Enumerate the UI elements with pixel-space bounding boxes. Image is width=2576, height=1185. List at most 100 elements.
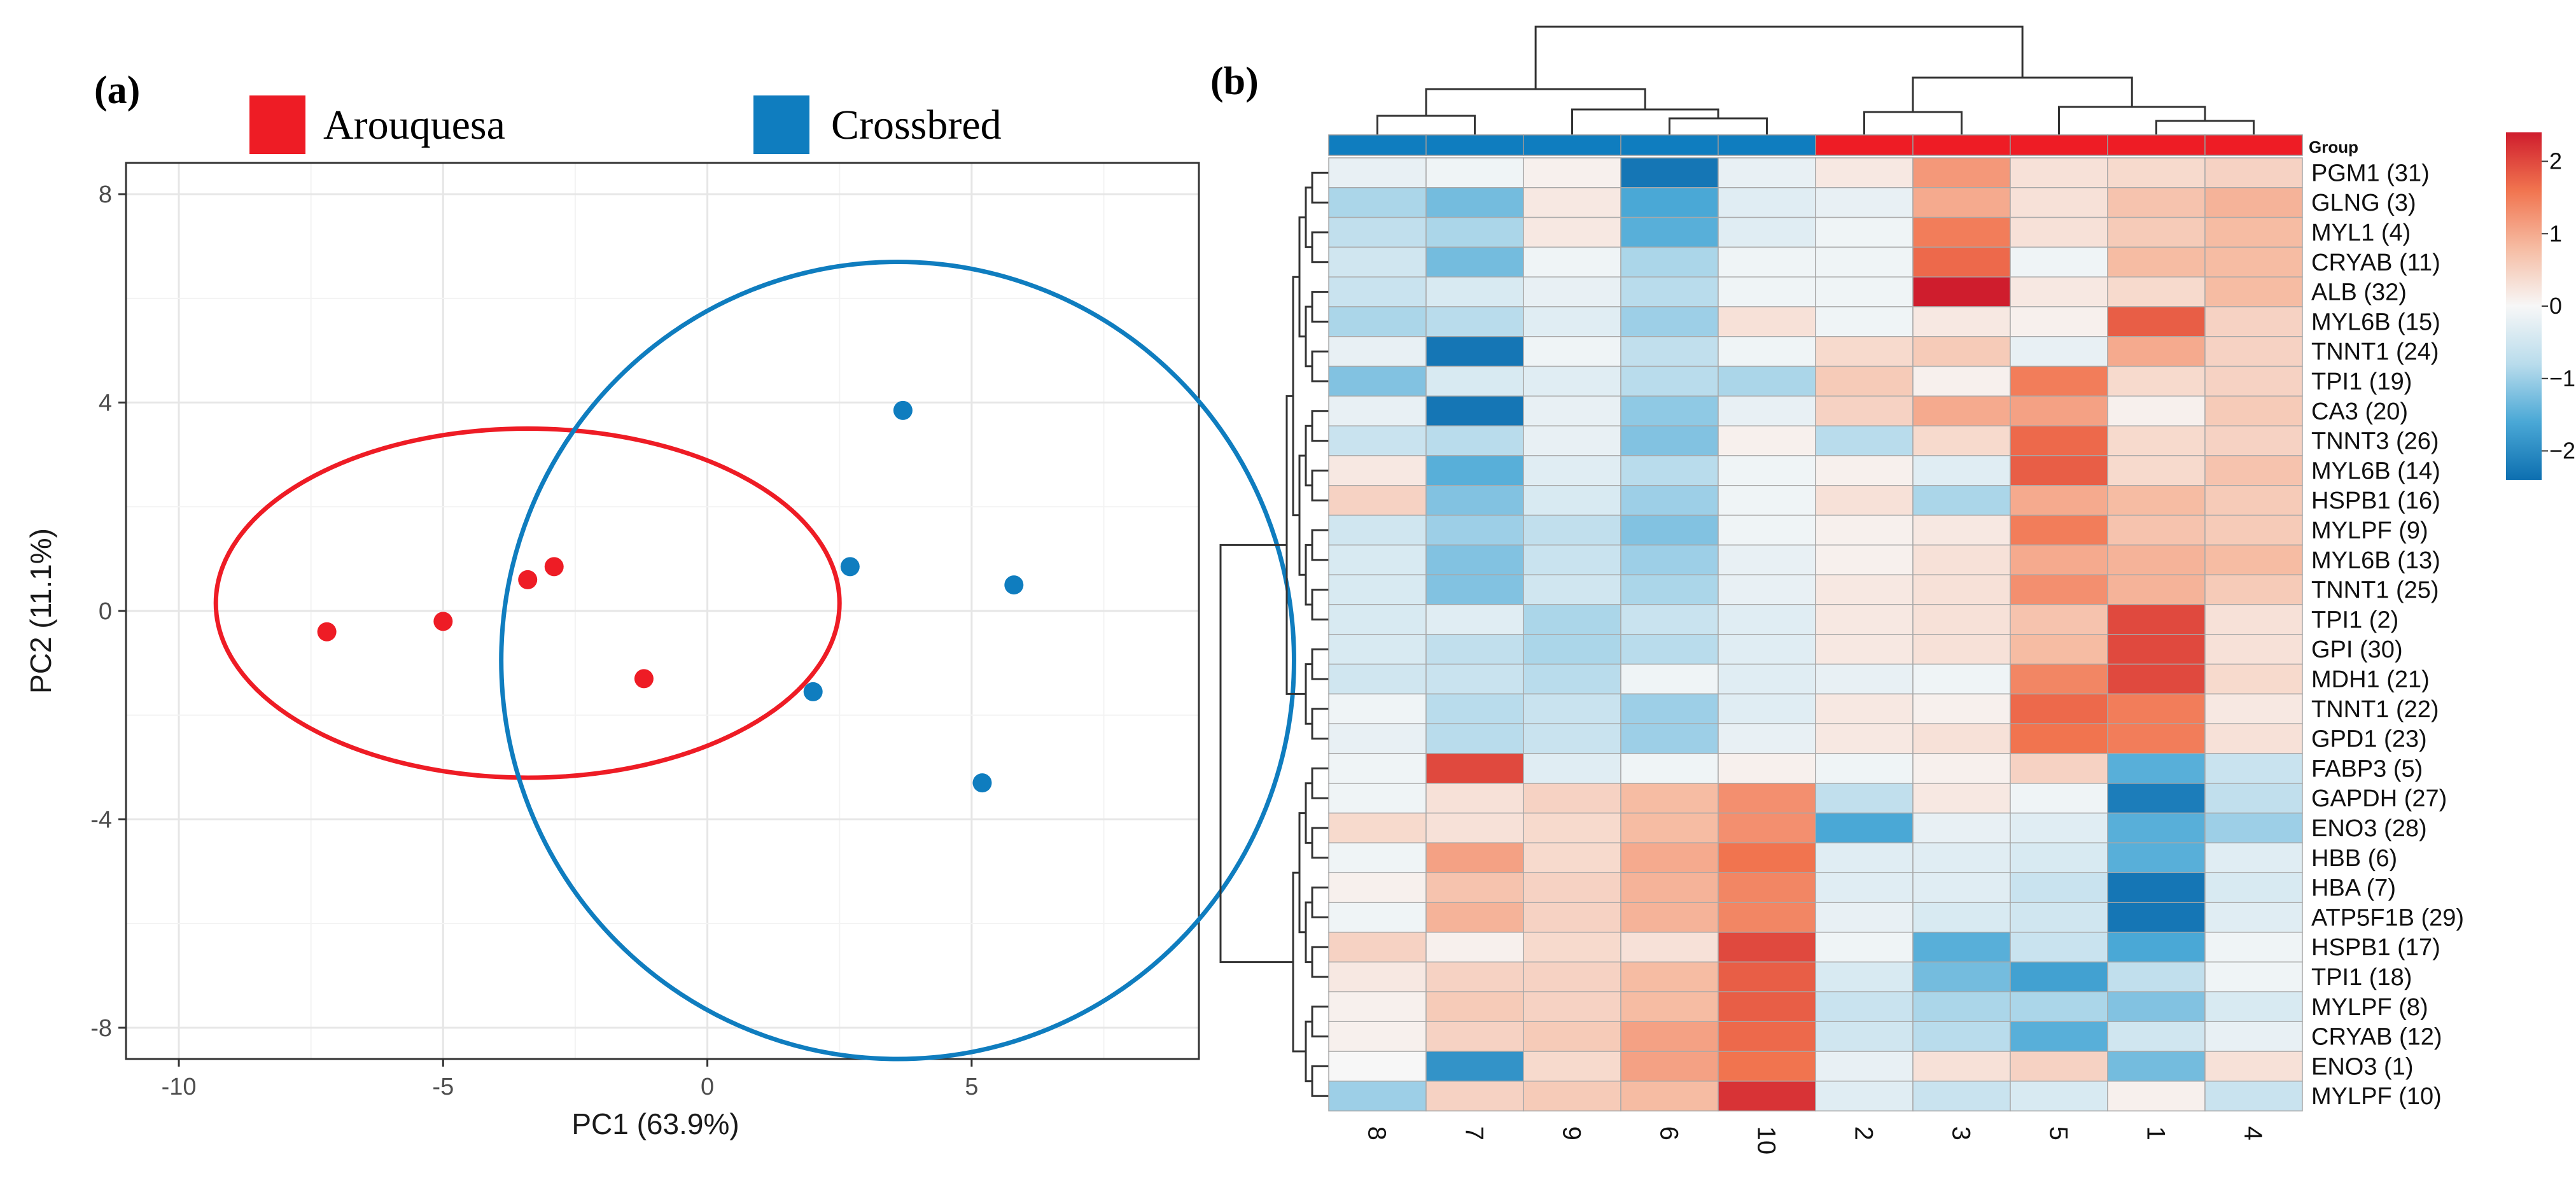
row-label: ALB (32): [2311, 279, 2407, 306]
row-dendrogram-branch: [1311, 708, 1329, 740]
heatmap-cell: [2010, 961, 2108, 993]
heatmap-cell: [1912, 1081, 2011, 1112]
group-cell: [1620, 134, 1719, 156]
heatmap-cell: [1523, 1021, 1621, 1052]
heatmap-cell: [1328, 842, 1427, 873]
heatmap-cell: [1523, 1051, 1621, 1082]
heatmap-cell: [2010, 157, 2108, 188]
heatmap-cell: [1620, 723, 1719, 754]
heatmap-cell: [2204, 276, 2303, 307]
heatmap-cell: [1815, 753, 1914, 784]
heatmap-cell: [1328, 902, 1427, 933]
heatmap-cell: [2010, 663, 2108, 695]
row-label: TNNT1 (22): [2311, 696, 2439, 723]
data-point-crossbred: [840, 557, 860, 577]
heatmap-cell: [1718, 1021, 1816, 1052]
heatmap-cell: [1620, 1081, 1719, 1112]
heatmap-cell: [1912, 216, 2011, 248]
column-label: 4: [2239, 1126, 2267, 1140]
heatmap-cell: [1523, 663, 1621, 695]
group-cell: [2010, 134, 2108, 156]
heatmap-cell: [2107, 1081, 2206, 1112]
heatmap-cell: [1815, 604, 1914, 635]
column-label: 10: [1753, 1126, 1781, 1155]
heatmap-cell: [1523, 365, 1621, 397]
heatmap-cell: [1718, 455, 1816, 486]
row-label: GPI (30): [2311, 636, 2403, 663]
row-label: TNNT1 (24): [2311, 339, 2439, 365]
heatmap-cell: [1815, 663, 1914, 695]
heatmap-cell: [1815, 157, 1914, 188]
heatmap-cell: [2107, 961, 2206, 993]
column-label: 3: [1947, 1126, 1975, 1140]
panel-b: (b) Group PGM1 (31) GLNG (3) MYL1 (4) CRYAB…: [1210, 25, 2575, 1155]
row-label: MYL6B (15): [2311, 309, 2440, 335]
heatmap-cell: [1718, 425, 1816, 456]
heatmap-cell: [1523, 157, 1621, 188]
row-dendrogram-branch: [1311, 589, 1329, 621]
heatmap-cell: [1620, 1051, 1719, 1082]
pca-y-tick-label: 8: [99, 181, 112, 208]
pca-y-axis-title: PC2 (11.1%): [24, 528, 57, 694]
heatmap-cell: [2107, 753, 2206, 784]
heatmap-cell: [2204, 306, 2303, 337]
heatmap-cell: [2204, 634, 2303, 665]
heatmap-cell: [1718, 604, 1816, 635]
heatmap-cell: [1425, 693, 1524, 724]
heatmap-cell: [2107, 157, 2206, 188]
heatmap-cell: [1425, 932, 1524, 963]
heatmap-cell: [2204, 842, 2303, 873]
heatmap-cell: [2107, 425, 2206, 456]
heatmap-cells: [1328, 157, 2303, 1112]
heatmap-cell: [2107, 1021, 2206, 1052]
row-label: HSPB1 (17): [2311, 934, 2440, 961]
heatmap-cell: [1328, 306, 1427, 337]
row-dendrogram-branch: [1311, 529, 1329, 561]
heatmap-cell: [1425, 187, 1524, 218]
legend-swatch-arouquesa: [249, 95, 305, 154]
column-label: 5: [2045, 1126, 2073, 1140]
group-cell: [1328, 134, 1427, 156]
column-dendrogram: [1376, 25, 2255, 135]
row-label: CRYAB (12): [2311, 1024, 2442, 1051]
colorbar-tick-label: −1: [2549, 365, 2575, 391]
heatmap-cell: [1523, 842, 1621, 873]
row-label: HBA (7): [2311, 875, 2396, 902]
heatmap-cell: [1523, 455, 1621, 486]
heatmap-cell: [2107, 902, 2206, 933]
pca-y-tick-label: 0: [99, 598, 112, 625]
heatmap-cell: [1328, 1051, 1427, 1082]
heatmap-cell: [2010, 395, 2108, 426]
heatmap-cell: [1815, 574, 1914, 605]
heatmap-cell: [2204, 544, 2303, 575]
heatmap-cell: [2204, 1051, 2303, 1082]
heatmap-cell: [1328, 157, 1427, 188]
heatmap-cell: [1912, 634, 2011, 665]
group-cell: [1523, 134, 1621, 156]
heatmap-cell: [1523, 246, 1621, 277]
heatmap-cell: [1718, 1081, 1816, 1112]
heatmap-cell: [2204, 395, 2303, 426]
row-dendrogram-branch: [1311, 231, 1329, 263]
column-label: 2: [1850, 1126, 1878, 1140]
heatmap-cell: [1620, 485, 1719, 516]
heatmap-cell: [1815, 872, 1914, 903]
legend-label-crossbred: Crossbred: [831, 102, 1002, 148]
heatmap-cell: [2204, 1021, 2303, 1052]
heatmap-cell: [2107, 246, 2206, 277]
heatmap-cell: [1718, 544, 1816, 575]
group-cell: [1718, 134, 1816, 156]
heatmap-cell: [2010, 455, 2108, 486]
group-cell: [2204, 134, 2303, 156]
data-point-arouquesa: [518, 570, 538, 589]
heatmap-cell: [1718, 723, 1816, 754]
heatmap-cell: [1718, 634, 1816, 665]
heatmap-cell: [1718, 485, 1816, 516]
heatmap-cell: [2107, 604, 2206, 635]
heatmap-cell: [2010, 932, 2108, 963]
heatmap-cell: [1815, 634, 1914, 665]
heatmap-cell: [1815, 395, 1914, 426]
heatmap-cell: [1718, 932, 1816, 963]
heatmap-cell: [1912, 455, 2011, 486]
row-label: MYLPF (10): [2311, 1083, 2442, 1110]
